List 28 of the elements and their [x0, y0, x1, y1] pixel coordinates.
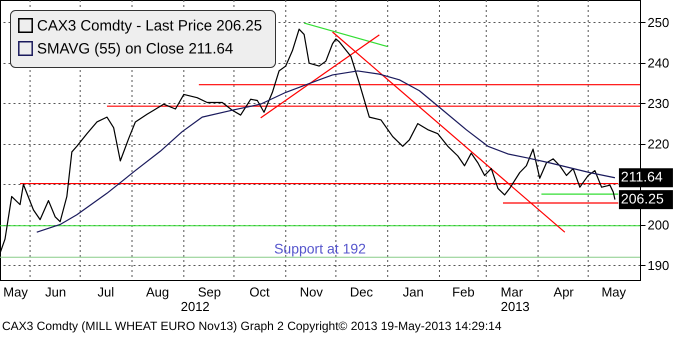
x-tick-label: Nov	[300, 284, 324, 300]
legend-label: CAX3 Comdty - Last Price 206.25	[37, 18, 262, 34]
line-series	[36, 70, 616, 233]
x-tick-label: Aug	[146, 284, 170, 300]
ref-line-label: Support at 192	[274, 240, 366, 256]
text: 2012	[180, 299, 210, 314]
x-tick-label: Sep	[198, 284, 221, 300]
x-tick-label: Oct	[249, 284, 270, 300]
x-tick-label: Jun	[45, 284, 66, 300]
x-tick-label: Jan	[402, 284, 424, 300]
y-tick-label: 220	[648, 136, 670, 152]
x-tick-label: Apr	[554, 284, 574, 300]
x-tick-label: Jul	[97, 284, 114, 300]
y-tick-label: 240	[648, 55, 670, 70]
data-label: 206.25	[620, 190, 664, 207]
y-tick-label: 230	[648, 96, 670, 111]
x-tick-label: Dec	[350, 284, 374, 300]
y-tick-label: 200	[648, 217, 670, 232]
x-tick-label: May	[601, 284, 627, 300]
text: 2013	[500, 299, 530, 314]
text: CAX3 Comdty (MILL WHEAT EURO Nov13) Graph 2 Copyright© 2013 19-May-2013 14:29:14	[2, 319, 502, 333]
data-label: 211.64	[620, 168, 663, 185]
x-tick-label: Feb	[452, 284, 475, 300]
y-tick-label: 250	[648, 14, 670, 30]
x-tick-label: May	[3, 284, 28, 300]
legend-label: SMAVG (55) on Close 211.64	[37, 40, 234, 58]
y-tick-label: 190	[648, 258, 670, 273]
x-tick-label: Mar	[500, 284, 524, 300]
